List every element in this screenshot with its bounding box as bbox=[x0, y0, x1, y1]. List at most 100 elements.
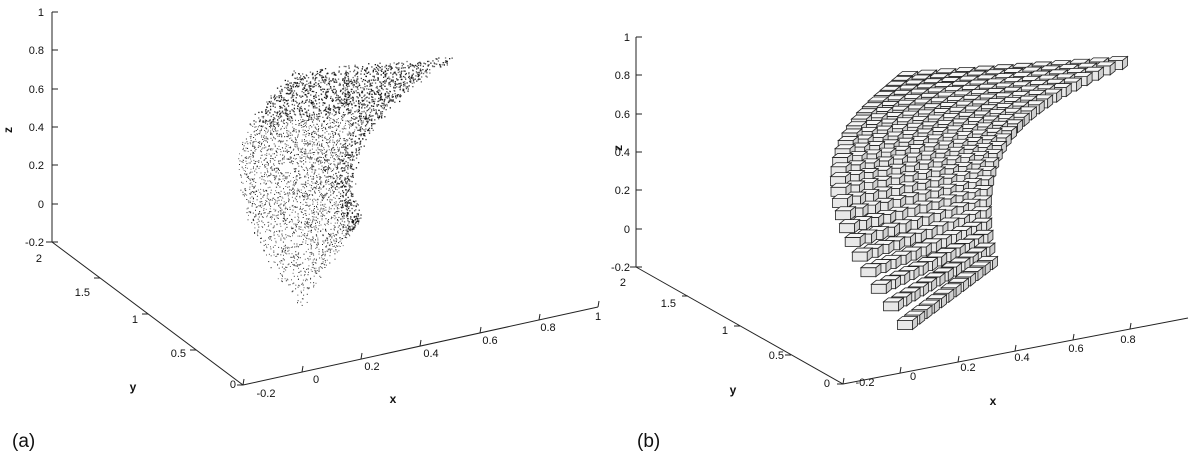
data-point bbox=[339, 90, 342, 93]
data-point bbox=[336, 239, 338, 241]
data-point bbox=[351, 88, 353, 91]
data-point bbox=[284, 228, 286, 230]
data-point bbox=[318, 85, 320, 88]
data-point bbox=[311, 148, 313, 150]
data-point bbox=[370, 105, 373, 107]
data-point bbox=[400, 95, 402, 97]
data-point bbox=[285, 108, 287, 110]
data-point bbox=[327, 117, 328, 119]
data-point bbox=[278, 97, 280, 99]
data-point bbox=[315, 267, 317, 269]
data-point bbox=[332, 144, 334, 146]
data-point bbox=[309, 143, 311, 144]
data-point bbox=[330, 218, 332, 220]
data-point bbox=[256, 165, 258, 167]
data-point bbox=[310, 88, 312, 90]
data-point bbox=[289, 214, 291, 216]
data-point bbox=[305, 150, 307, 152]
data-point bbox=[297, 188, 299, 190]
data-point bbox=[266, 197, 268, 199]
data-point bbox=[287, 264, 289, 266]
data-point bbox=[316, 205, 317, 207]
data-point bbox=[254, 191, 256, 193]
data-point bbox=[328, 168, 330, 170]
data-point bbox=[289, 88, 291, 90]
data-point bbox=[316, 270, 318, 271]
data-point bbox=[326, 179, 328, 181]
data-point bbox=[281, 196, 283, 198]
data-point bbox=[289, 92, 292, 94]
data-point bbox=[269, 236, 271, 238]
data-point bbox=[287, 80, 289, 82]
data-point bbox=[259, 120, 261, 122]
data-point bbox=[295, 119, 296, 121]
data-point bbox=[258, 143, 260, 144]
data-point bbox=[287, 113, 290, 116]
data-point bbox=[342, 114, 344, 116]
data-point bbox=[290, 91, 292, 93]
data-point bbox=[270, 100, 272, 103]
data-point bbox=[267, 129, 269, 131]
data-point bbox=[265, 146, 267, 148]
data-point bbox=[328, 220, 329, 222]
data-point bbox=[301, 151, 302, 153]
data-point bbox=[329, 137, 330, 139]
data-point bbox=[350, 164, 352, 167]
data-point bbox=[257, 142, 259, 143]
data-point bbox=[356, 117, 357, 119]
data-point bbox=[271, 121, 273, 123]
data-point bbox=[272, 148, 274, 150]
data-point bbox=[391, 100, 393, 102]
data-point bbox=[323, 96, 326, 99]
data-point bbox=[312, 236, 314, 238]
data-point bbox=[431, 65, 434, 67]
data-point bbox=[266, 161, 268, 163]
data-point bbox=[281, 147, 283, 148]
data-point bbox=[296, 223, 298, 225]
data-point bbox=[345, 234, 347, 235]
data-point bbox=[308, 218, 310, 220]
data-point bbox=[321, 77, 323, 79]
data-point bbox=[311, 194, 313, 196]
data-point bbox=[315, 187, 317, 189]
data-point bbox=[280, 239, 282, 241]
data-point bbox=[291, 253, 293, 255]
data-point bbox=[305, 240, 307, 242]
data-point bbox=[333, 228, 335, 230]
data-point bbox=[422, 72, 425, 75]
data-point bbox=[284, 155, 285, 157]
data-point bbox=[342, 119, 344, 121]
panel-b-z-tick-label: 0.4 bbox=[615, 147, 630, 159]
data-point bbox=[336, 122, 338, 123]
data-point bbox=[318, 105, 321, 108]
data-point bbox=[260, 237, 262, 239]
data-point bbox=[324, 251, 326, 253]
data-point bbox=[292, 119, 294, 121]
data-point bbox=[295, 251, 297, 253]
data-point bbox=[324, 120, 326, 122]
data-point bbox=[355, 183, 357, 185]
data-point bbox=[325, 218, 327, 220]
data-point bbox=[359, 94, 361, 97]
voxel-box bbox=[896, 315, 919, 331]
data-point bbox=[261, 142, 263, 144]
data-point bbox=[353, 140, 356, 143]
data-point bbox=[365, 120, 368, 122]
data-point bbox=[339, 82, 341, 85]
data-point bbox=[296, 195, 298, 197]
data-point bbox=[306, 80, 308, 82]
data-point bbox=[336, 81, 338, 83]
data-point bbox=[316, 211, 318, 213]
data-point bbox=[326, 193, 328, 194]
data-point bbox=[355, 105, 357, 107]
data-point bbox=[295, 138, 297, 140]
data-point bbox=[309, 168, 311, 170]
data-point bbox=[303, 163, 305, 165]
data-point bbox=[279, 133, 281, 135]
data-point bbox=[322, 244, 323, 245]
data-point bbox=[284, 177, 286, 179]
data-point bbox=[279, 112, 281, 115]
data-point bbox=[390, 80, 392, 82]
data-point bbox=[273, 197, 275, 199]
data-point bbox=[418, 78, 420, 80]
